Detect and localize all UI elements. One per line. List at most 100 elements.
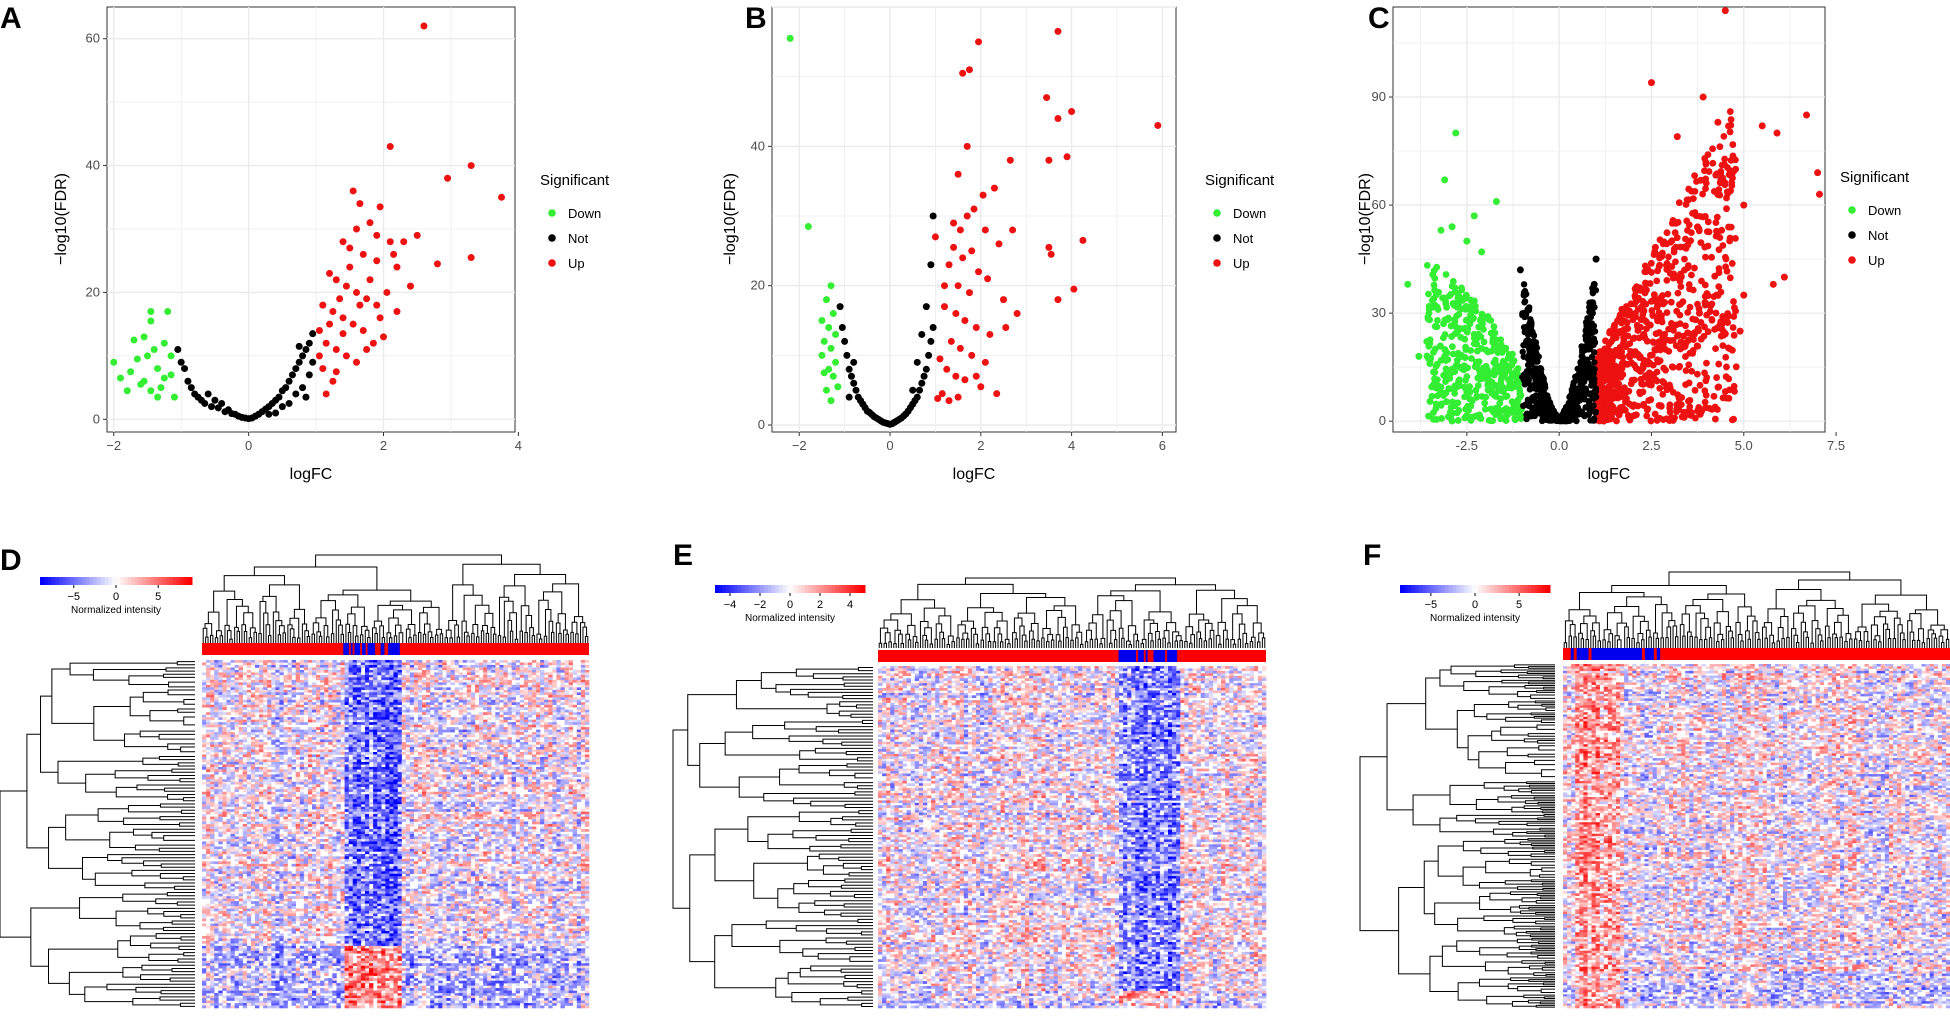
dendrogram-branch: [542, 591, 563, 614]
colorbar-segment: [59, 577, 64, 585]
data-point-down: [786, 34, 794, 42]
heatmap-cell: [291, 729, 296, 733]
heatmap-cell: [393, 660, 398, 663]
dendrogram-branch: [171, 967, 195, 973]
data-point-down: [1462, 343, 1469, 351]
data-point-up: [1719, 174, 1727, 182]
heatmap-cell: [405, 684, 411, 688]
heatmap-cell: [267, 697, 272, 701]
heatmap-cell: [462, 702, 468, 706]
heatmap-cell: [206, 667, 211, 671]
heatmap-cell: [409, 719, 415, 723]
heatmap-cell: [426, 737, 431, 740]
heatmap-cell: [442, 697, 447, 701]
heatmap-cell: [446, 687, 451, 691]
data-point-not: [918, 330, 926, 338]
heatmap-cell: [254, 739, 260, 743]
heatmap-cell: [483, 722, 488, 725]
heatmap-cell: [230, 702, 235, 706]
y-tick-label: 0: [758, 417, 765, 432]
heatmap-cell: [491, 734, 496, 738]
dendrogram-branch: [158, 733, 195, 740]
dendrogram-branch: [393, 635, 398, 643]
heatmap-cell: [364, 660, 370, 663]
heatmap-cell: [230, 697, 235, 701]
dendrogram-branch: [129, 935, 157, 947]
heatmap-cell: [434, 684, 439, 688]
heatmap-cell: [279, 660, 284, 663]
heatmap-cell: [495, 677, 500, 681]
heatmap-cell: [417, 709, 423, 713]
heatmap-cell: [352, 694, 358, 698]
heatmap-cell: [271, 727, 276, 730]
heatmap-cell: [222, 707, 227, 711]
heatmap-cell: [352, 719, 358, 723]
heatmap-cell: [344, 719, 349, 723]
data-point-up: [1688, 271, 1695, 279]
heatmap-cell: [291, 682, 296, 686]
data-point-up: [373, 231, 381, 239]
data-point-up: [1628, 402, 1636, 410]
heatmap-cell: [267, 717, 272, 720]
data-point-not: [1570, 379, 1577, 386]
heatmap-cell: [385, 672, 390, 676]
data-point-not: [843, 351, 851, 359]
heatmap-cell: [434, 727, 439, 730]
dendrogram-branch: [434, 634, 439, 643]
dendrogram-branch: [509, 630, 514, 643]
heatmap-cell: [523, 679, 529, 683]
heatmap-cell: [560, 702, 565, 706]
heatmap-cell: [483, 704, 488, 708]
dendrogram-branch: [135, 986, 195, 993]
heatmap-cell: [576, 687, 582, 691]
data-point-up: [1702, 377, 1710, 385]
heatmap-cell: [584, 729, 590, 733]
data-point-down: [1424, 315, 1432, 323]
heatmap-cell: [495, 674, 500, 678]
heatmap-cell: [409, 684, 415, 688]
heatmap-cell: [389, 717, 394, 720]
heatmap-cell: [369, 694, 374, 698]
heatmap-cell: [373, 684, 378, 688]
heatmap-cell: [552, 669, 557, 673]
heatmap-cell: [275, 677, 280, 681]
heatmap-cell: [267, 684, 272, 688]
heatmap-cell: [523, 727, 529, 730]
heatmap-cell: [364, 702, 370, 706]
data-point-up: [1712, 309, 1720, 317]
data-point-up: [1640, 402, 1648, 409]
heatmap-cell: [511, 664, 516, 668]
heatmap-cell: [238, 692, 244, 696]
heatmap-cell: [519, 662, 525, 666]
heatmap-cell: [421, 664, 427, 668]
heatmap-cell: [470, 664, 476, 668]
heatmap-cell: [218, 709, 223, 713]
data-point-not: [278, 403, 286, 411]
heatmap-cell: [332, 694, 337, 698]
heatmap-cell: [356, 679, 362, 683]
heatmap-cell: [389, 660, 394, 663]
heatmap-cell: [377, 667, 382, 671]
dendrogram-branch: [445, 629, 452, 638]
heatmap-cell: [234, 682, 239, 686]
legend-key-down: [1213, 209, 1221, 217]
heatmap-cell: [491, 692, 496, 696]
data-point-up: [1722, 353, 1730, 361]
heatmap-cell: [572, 672, 578, 676]
heatmap-cell: [568, 709, 574, 713]
heatmap-cell: [430, 682, 435, 686]
heatmap-cell: [230, 732, 235, 735]
colorbar-segment: [93, 577, 98, 585]
data-point-up: [373, 301, 381, 309]
heatmap-cell: [584, 684, 590, 688]
heatmap-cell: [503, 712, 508, 715]
heatmap-cell: [527, 704, 533, 708]
heatmap-cell: [275, 719, 280, 723]
heatmap-cell: [580, 694, 586, 698]
data-point-down: [1487, 405, 1495, 413]
x-tick-label: 4: [1068, 438, 1075, 453]
legend-title: Significant: [1840, 169, 1910, 186]
heatmap-cell: [426, 697, 431, 701]
colorbar-segment: [131, 577, 136, 585]
